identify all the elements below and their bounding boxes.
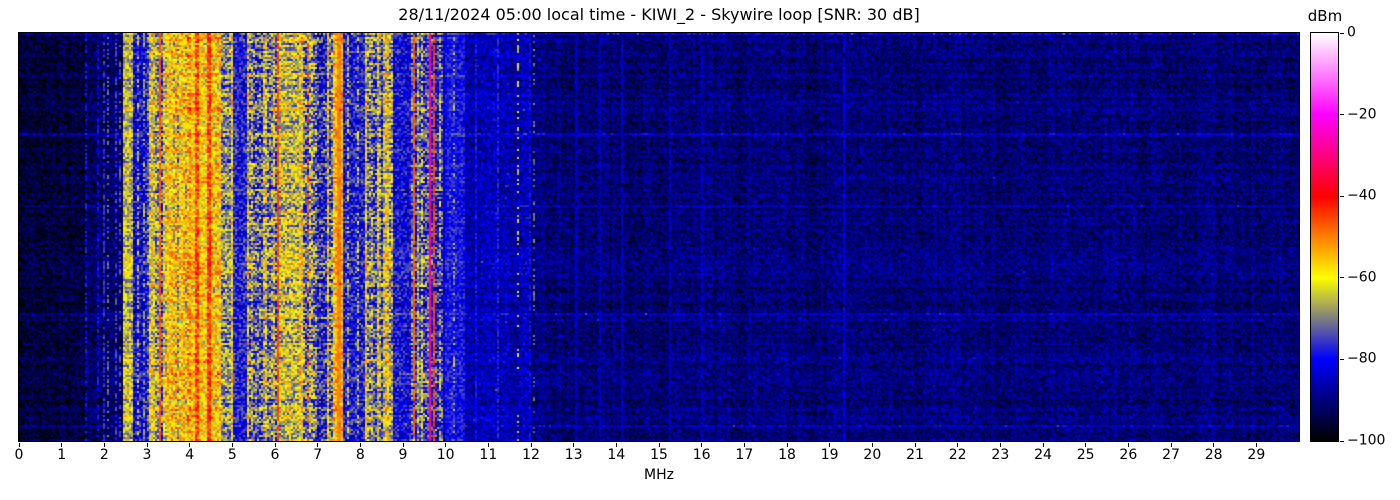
colorbar-tick-label: −100: [1347, 432, 1386, 449]
x-tick-label: 28: [1204, 447, 1223, 463]
x-tick-mark: [914, 443, 916, 447]
x-tick-label: 19: [820, 447, 839, 463]
x-tick-label: 14: [607, 447, 626, 463]
colorbar-tick-label: 0: [1347, 24, 1356, 41]
spectrogram-plot-area: [18, 32, 1300, 442]
x-tick-label: 17: [735, 447, 754, 463]
x-tick-mark: [615, 443, 617, 447]
x-tick-mark: [957, 443, 959, 447]
x-tick-mark: [658, 443, 660, 447]
x-tick-mark: [189, 443, 191, 447]
colorbar-title: dBm: [1307, 7, 1343, 25]
x-tick-mark: [573, 443, 575, 447]
x-tick-label: 1: [57, 447, 67, 463]
colorbar-tick-label: −60: [1347, 269, 1377, 286]
x-tick-mark: [402, 443, 404, 447]
x-tick-label: 9: [398, 447, 408, 463]
x-tick-mark: [1042, 443, 1044, 447]
x-tick-label: 18: [778, 447, 796, 463]
x-tick-mark: [786, 443, 788, 447]
x-tick-label: 22: [948, 447, 967, 463]
x-tick-label: 5: [227, 447, 237, 463]
spectrogram-heatmap: [19, 33, 1299, 441]
x-tick-mark: [18, 443, 20, 447]
x-tick-label: 29: [1247, 447, 1266, 463]
colorbar-tick-mark: [1340, 440, 1344, 442]
x-tick-label: 6: [270, 447, 280, 463]
x-tick-label: 10: [436, 447, 455, 463]
x-tick-label: 12: [522, 447, 540, 463]
x-tick-label: 26: [1119, 447, 1138, 463]
x-tick-mark: [1085, 443, 1087, 447]
colorbar-gradient: [1311, 33, 1338, 441]
x-tick-label: 15: [650, 447, 668, 463]
x-tick-label: 7: [313, 447, 323, 463]
x-tick-label: 20: [863, 447, 882, 463]
x-tick-mark: [317, 443, 319, 447]
x-tick-mark: [231, 443, 233, 447]
x-tick-mark: [61, 443, 63, 447]
chart-title: 28/11/2024 05:00 local time - KIWI_2 - S…: [398, 5, 920, 24]
x-tick-label: 4: [185, 447, 195, 463]
x-tick-label: 25: [1076, 447, 1095, 463]
x-tick-label: 0: [14, 447, 24, 463]
colorbar-tick-mark: [1340, 114, 1344, 116]
x-tick-label: 23: [991, 447, 1010, 463]
colorbar-tick-mark: [1340, 277, 1344, 279]
x-tick-mark: [359, 443, 361, 447]
colorbar: [1310, 32, 1339, 442]
x-tick-mark: [103, 443, 105, 447]
x-tick-label: 3: [142, 447, 152, 463]
colorbar-tick-mark: [1340, 358, 1344, 360]
x-tick-mark: [871, 443, 873, 447]
x-tick-mark: [445, 443, 447, 447]
x-tick-label: 16: [692, 447, 711, 463]
x-tick-mark: [146, 443, 148, 447]
x-tick-mark: [701, 443, 703, 447]
x-tick-label: 24: [1034, 447, 1052, 463]
x-tick-mark: [1170, 443, 1172, 447]
colorbar-tick-label: −20: [1347, 106, 1377, 123]
x-tick-mark: [999, 443, 1001, 447]
x-tick-mark: [530, 443, 532, 447]
x-tick-mark: [1127, 443, 1129, 447]
x-tick-label: 11: [479, 447, 498, 463]
colorbar-tick-label: −40: [1347, 187, 1377, 204]
x-tick-label: 2: [99, 447, 109, 463]
x-tick-label: 13: [564, 447, 583, 463]
colorbar-tick-label: −80: [1347, 350, 1377, 367]
colorbar-tick-mark: [1340, 195, 1344, 197]
x-tick-mark: [743, 443, 745, 447]
x-tick-label: 8: [355, 447, 365, 463]
x-tick-mark: [487, 443, 489, 447]
colorbar-tick-mark: [1340, 32, 1344, 34]
x-axis-label: MHz: [644, 467, 674, 483]
x-tick-mark: [1255, 443, 1257, 447]
x-tick-label: 27: [1162, 447, 1180, 463]
x-tick-mark: [829, 443, 831, 447]
x-tick-mark: [1213, 443, 1215, 447]
x-tick-label: 21: [906, 447, 924, 463]
x-tick-mark: [274, 443, 276, 447]
